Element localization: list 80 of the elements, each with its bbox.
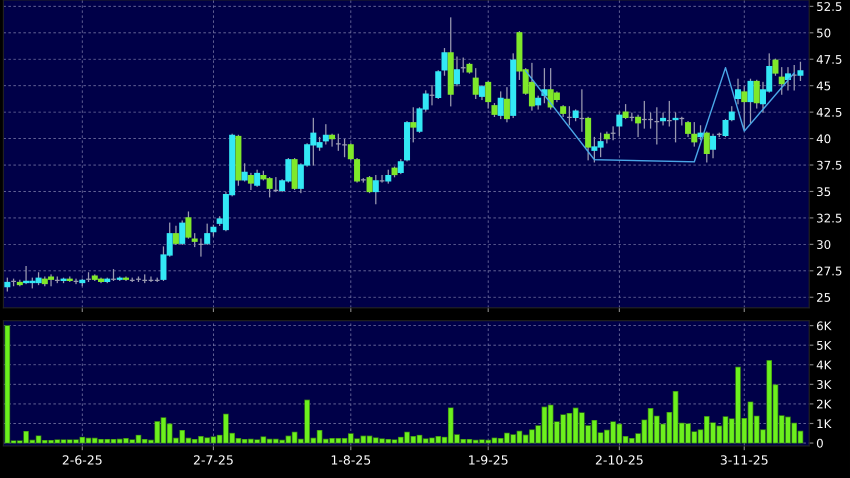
candlestick: [242, 163, 248, 182]
candlestick: [728, 106, 735, 122]
candlestick: [741, 86, 748, 131]
candlestick: [248, 172, 254, 190]
candlestick: [498, 91, 504, 120]
y-tick-label: 1K: [817, 419, 832, 428]
candlestick: [392, 166, 398, 178]
candlestick: [654, 107, 660, 144]
candlestick: [342, 139, 348, 158]
x-tick-label: 2-7-25: [194, 455, 233, 465]
candlestick: [628, 112, 635, 122]
candlestick: [610, 126, 616, 140]
y-tick-label: 27.5: [817, 266, 842, 276]
candlestick: [410, 107, 416, 142]
candlestick: [210, 224, 216, 237]
y-tick-label: 35: [817, 187, 830, 196]
candlestick: [460, 58, 466, 73]
candlestick: [678, 116, 685, 126]
y-tick-label: 4K: [816, 360, 832, 370]
candlestick: [272, 177, 279, 192]
candlestick: [441, 48, 448, 76]
candlestick: [578, 89, 585, 132]
candlestick: [198, 238, 204, 257]
candlestick: [454, 56, 460, 86]
y-tick-label: 50: [817, 28, 830, 38]
candlestick: [110, 269, 116, 281]
y-tick-label: 42.5: [816, 108, 842, 117]
y-tick-label: 0: [816, 438, 823, 448]
y-tick-label: 30: [817, 240, 830, 250]
candlestick: [504, 87, 510, 122]
y-tick-label: 2K: [817, 400, 832, 408]
candlestick: [698, 125, 704, 140]
y-tick-label: 5K: [817, 341, 832, 350]
candlestick: [54, 276, 60, 284]
candlestick: [322, 124, 329, 144]
y-tick-label: 40: [816, 134, 830, 144]
x-tick-label: 3-11-25: [720, 455, 768, 465]
candlestick: [329, 134, 336, 147]
candlestick: [616, 112, 622, 136]
candlestick: [485, 80, 492, 109]
candlestick: [797, 62, 804, 82]
candlestick: [710, 134, 716, 158]
y-tick-label: 32.5: [817, 214, 842, 223]
x-tick-label: 1-8-25: [332, 455, 370, 465]
x-tick-label: 2-6-25: [62, 455, 102, 465]
candlestick: [735, 78, 742, 104]
candlestick: [716, 132, 722, 138]
candlestick: [172, 226, 179, 245]
y-tick-label: 47.5: [816, 55, 842, 64]
candlestick: [4, 278, 10, 292]
candlestick: [478, 85, 485, 100]
candlestick: [472, 68, 479, 100]
candlestick: [778, 67, 785, 95]
candlestick: [335, 134, 342, 151]
candlestick: [666, 100, 672, 127]
candlestick: [360, 178, 366, 183]
candlestick: [254, 170, 260, 187]
candlestick: [535, 96, 542, 110]
candlestick: [566, 106, 572, 126]
candlestick: [398, 159, 404, 174]
candlestick: [704, 132, 710, 162]
candlestick: [791, 64, 798, 91]
y-tick-label: 25: [817, 292, 830, 302]
candlestick: [491, 103, 498, 117]
candlestick: [560, 105, 566, 117]
candlestick: [192, 233, 198, 248]
candlestick: [748, 78, 754, 124]
candlestick: [754, 80, 760, 109]
x-tick-label: 2-10-25: [596, 455, 643, 465]
candlestick: [772, 58, 778, 76]
y-tick-label: 52.5: [817, 2, 842, 11]
y-tick-label: 45: [816, 82, 830, 90]
candlestick: [429, 85, 435, 106]
y-tick-label: 3K: [817, 380, 832, 389]
y-tick-label: 37.5: [817, 160, 842, 170]
y-tick-label: 6K: [816, 321, 832, 330]
candlestick: [185, 211, 192, 239]
candlestick: [179, 220, 186, 245]
line-series: [524, 67, 795, 163]
x-tick-label: 1-9-25: [469, 455, 508, 465]
